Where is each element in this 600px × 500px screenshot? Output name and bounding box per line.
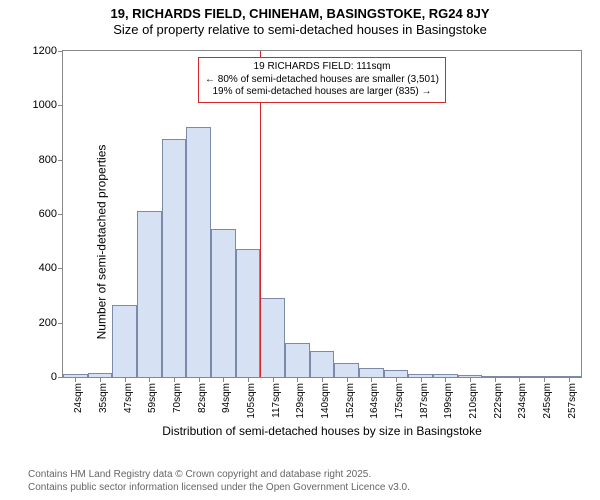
histogram-bar: [112, 305, 137, 377]
histogram-bar: [334, 363, 359, 377]
plot-area: 02004006008001000120024sqm35sqm47sqm59sq…: [62, 50, 582, 378]
x-tick-label: 140sqm: [320, 383, 331, 419]
histogram-bar: [137, 211, 162, 377]
annotation-line: ← 80% of semi-detached houses are smalle…: [205, 74, 439, 87]
annotation-line: 19 RICHARDS FIELD: 111sqm: [205, 61, 439, 74]
x-tick-label: 152sqm: [345, 383, 356, 419]
x-tick-label: 222sqm: [493, 383, 504, 419]
x-tick-mark: [297, 377, 298, 382]
x-tick-mark: [470, 377, 471, 382]
chart-title-line1: 19, RICHARDS FIELD, CHINEHAM, BASINGSTOK…: [0, 6, 600, 22]
x-tick-label: 94sqm: [221, 383, 232, 413]
histogram-bar: [211, 229, 236, 377]
x-tick-label: 70sqm: [172, 383, 183, 413]
histogram-bar: [186, 127, 211, 377]
x-tick-label: 82sqm: [197, 383, 208, 413]
x-tick-label: 187sqm: [419, 383, 430, 419]
x-tick-mark: [100, 377, 101, 382]
x-tick-label: 105sqm: [246, 383, 257, 419]
attribution-text: Contains HM Land Registry data © Crown c…: [28, 468, 410, 494]
histogram-bar: [359, 368, 384, 378]
x-tick-mark: [273, 377, 274, 382]
y-tick-mark: [58, 160, 63, 161]
histogram-bar: [285, 343, 310, 377]
attribution-line2: Contains public sector information licen…: [28, 481, 410, 494]
y-tick-mark: [58, 105, 63, 106]
x-tick-label: 210sqm: [468, 383, 479, 419]
y-tick-mark: [58, 51, 63, 52]
x-tick-mark: [248, 377, 249, 382]
y-tick-mark: [58, 377, 63, 378]
x-tick-mark: [371, 377, 372, 382]
x-tick-mark: [396, 377, 397, 382]
x-tick-label: 245sqm: [542, 383, 553, 419]
x-tick-mark: [174, 377, 175, 382]
x-tick-mark: [569, 377, 570, 382]
x-tick-label: 35sqm: [98, 383, 109, 413]
x-tick-mark: [544, 377, 545, 382]
chart-title-block: 19, RICHARDS FIELD, CHINEHAM, BASINGSTOK…: [0, 0, 600, 39]
histogram-bar: [260, 298, 285, 377]
x-tick-mark: [75, 377, 76, 382]
y-tick-label: 400: [39, 262, 57, 274]
histogram-bar: [384, 370, 409, 377]
y-tick-label: 200: [39, 317, 57, 329]
x-tick-label: 175sqm: [394, 383, 405, 419]
y-tick-mark: [58, 214, 63, 215]
x-tick-mark: [223, 377, 224, 382]
x-axis-label: Distribution of semi-detached houses by …: [62, 424, 582, 438]
x-tick-label: 199sqm: [443, 383, 454, 419]
histogram-bar: [236, 249, 261, 377]
y-tick-label: 1200: [33, 45, 57, 57]
annotation-line: 19% of semi-detached houses are larger (…: [205, 86, 439, 99]
x-tick-label: 164sqm: [369, 383, 380, 419]
x-tick-mark: [322, 377, 323, 382]
chart-container: Number of semi-detached properties 02004…: [0, 42, 600, 442]
attribution-line1: Contains HM Land Registry data © Crown c…: [28, 468, 410, 481]
x-tick-mark: [347, 377, 348, 382]
chart-title-line2: Size of property relative to semi-detach…: [0, 22, 600, 38]
x-tick-label: 47sqm: [123, 383, 134, 413]
y-tick-mark: [58, 323, 63, 324]
x-tick-label: 257sqm: [567, 383, 578, 419]
x-tick-label: 117sqm: [271, 383, 282, 418]
x-tick-mark: [199, 377, 200, 382]
y-tick-label: 0: [51, 371, 57, 383]
x-tick-mark: [149, 377, 150, 382]
x-tick-label: 129sqm: [295, 383, 306, 419]
x-tick-mark: [519, 377, 520, 382]
x-tick-mark: [421, 377, 422, 382]
histogram-bar: [310, 351, 335, 377]
x-tick-mark: [445, 377, 446, 382]
y-tick-mark: [58, 268, 63, 269]
x-tick-label: 59sqm: [147, 383, 158, 413]
histogram-bar: [162, 139, 187, 377]
x-tick-label: 24sqm: [73, 383, 84, 413]
x-tick-mark: [495, 377, 496, 382]
x-tick-label: 234sqm: [517, 383, 528, 419]
annotation-box: 19 RICHARDS FIELD: 111sqm← 80% of semi-d…: [198, 57, 446, 103]
y-tick-label: 800: [39, 154, 57, 166]
y-tick-label: 600: [39, 208, 57, 220]
y-tick-label: 1000: [33, 99, 57, 111]
x-tick-mark: [125, 377, 126, 382]
